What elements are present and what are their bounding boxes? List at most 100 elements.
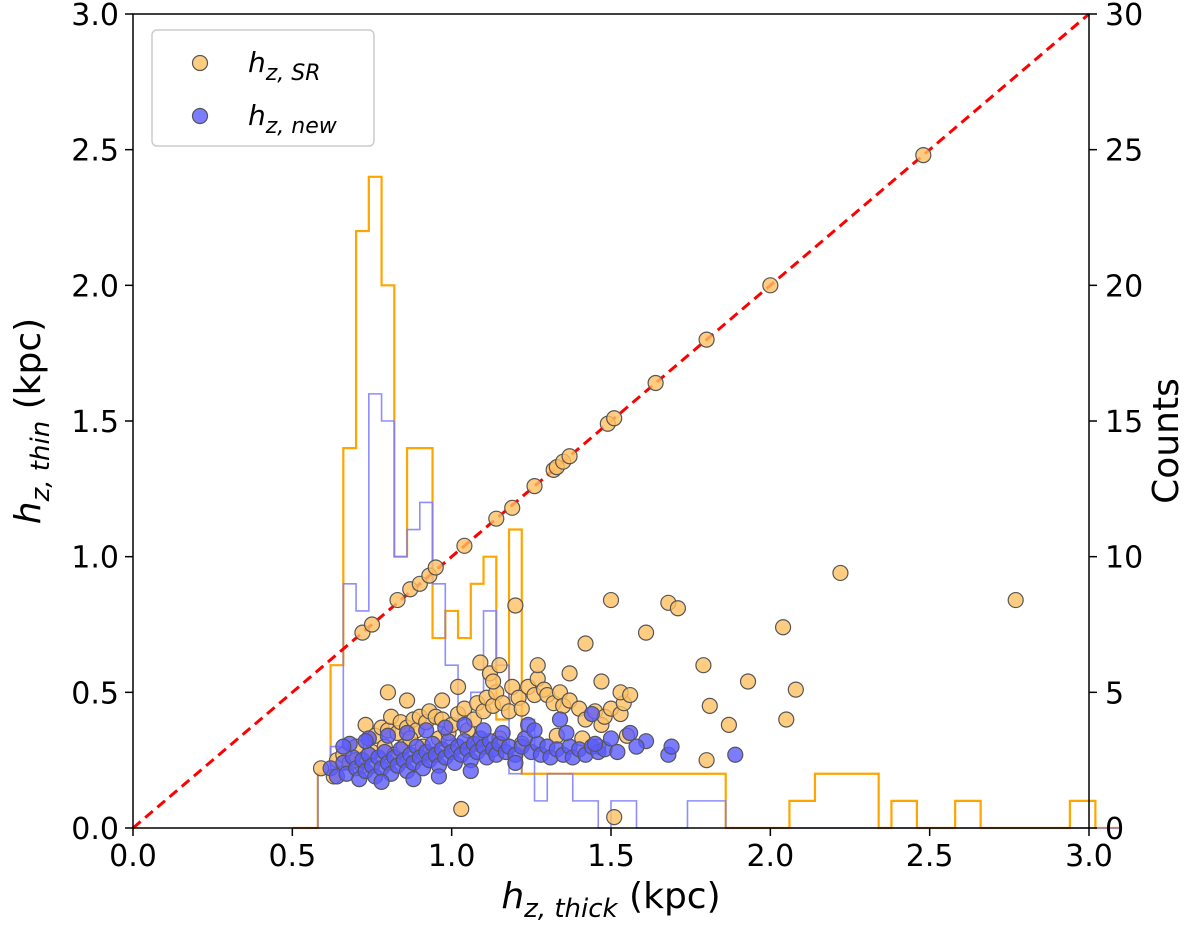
sr-point [1007, 591, 1024, 609]
y-tick-label: 3.0 [71, 0, 119, 33]
new-point [405, 771, 422, 788]
sr-point [389, 591, 406, 609]
y-tick-label: 2.0 [71, 269, 119, 304]
sr-point [504, 499, 521, 516]
new-point [373, 773, 390, 790]
y-axis-label-unit: (kpc) [8, 318, 49, 421]
sr-point [637, 624, 655, 641]
tick-layer: 0.0 0.5 1.0 1.5 2.0 2.5 3.0 0.0 0.5 1.0 1.5 2.0 2.5 3… [71, 0, 1143, 874]
new-point [335, 738, 352, 755]
sr-point [453, 800, 470, 818]
new-point [551, 711, 569, 728]
sr-point [774, 619, 792, 636]
sr-point [832, 564, 849, 582]
sr-point [449, 678, 467, 696]
legend-sr-base: h [248, 46, 266, 79]
y2-tick-label: 5 [1105, 676, 1124, 711]
new-point [583, 705, 600, 723]
sr-point [762, 277, 779, 294]
new-point [437, 719, 454, 736]
y-tick-label: 2.5 [71, 134, 119, 169]
x-tick-label: 0.0 [109, 839, 157, 874]
sr-point [720, 716, 738, 733]
sr-scatter-layer [312, 146, 1024, 826]
y-tick-label: 0.5 [71, 676, 119, 711]
x-tick-label: 1.5 [587, 839, 635, 874]
x-tick-label: 2.5 [906, 839, 954, 874]
x-axis-label-base: h [501, 876, 524, 917]
sr-point [698, 331, 715, 348]
x-axis-label-unit: (kpc) [618, 876, 721, 917]
x-axis-label: hz, thick (kpc) [501, 876, 720, 924]
sr-point [526, 478, 543, 495]
new-point [558, 724, 575, 742]
sr-point [434, 692, 451, 709]
sr-point [787, 681, 804, 698]
new-point [418, 722, 435, 739]
sr-point [669, 600, 687, 617]
sr-point [622, 686, 639, 704]
x-axis-label-sub: z, thick [523, 894, 618, 924]
new-point [663, 738, 680, 755]
sr-point [484, 673, 502, 690]
sr-point [602, 591, 620, 609]
new-point [526, 722, 543, 739]
sr-point [695, 657, 712, 674]
new-scatter-layer [322, 705, 744, 790]
legend-sr-marker [191, 54, 209, 72]
sr-point [398, 692, 416, 709]
sr-point [698, 752, 715, 769]
new-point [586, 735, 604, 752]
sr-point [529, 657, 546, 674]
legend-new-sub: z, new [265, 114, 338, 139]
sr-point [593, 673, 610, 690]
sr-point [379, 684, 397, 701]
legend-sr-sub: z, SR [265, 61, 321, 86]
new-point [727, 746, 744, 763]
new-point [430, 768, 448, 785]
sr-point [561, 448, 578, 465]
y2-tick-label: 15 [1105, 405, 1143, 440]
sr-point [577, 635, 594, 652]
y2-tick-label: 30 [1105, 0, 1143, 33]
x-tick-label: 0.5 [268, 839, 316, 874]
sr-point [488, 510, 505, 527]
new-point [494, 724, 511, 742]
sr-point [456, 537, 473, 554]
sr-point [606, 410, 623, 427]
new-point [475, 722, 492, 739]
sr-point [513, 700, 530, 717]
right-axis-label: Counts [1146, 378, 1187, 504]
sr-point [778, 711, 795, 728]
sr-point [915, 146, 932, 164]
y-tick-label: 1.5 [71, 405, 119, 440]
legend-sr-label: hz, SR [248, 46, 321, 86]
legend: hz, SR hz, new [151, 29, 375, 147]
sr-point [491, 657, 508, 674]
sr-point [606, 809, 623, 826]
legend-new-marker [191, 107, 209, 125]
sr-point [507, 597, 524, 614]
sr-point [561, 665, 578, 682]
new-point [398, 724, 416, 742]
y2-tick-label: 10 [1105, 541, 1143, 576]
new-point [602, 730, 620, 747]
new-point [456, 716, 473, 733]
new-point [462, 762, 479, 780]
sr-point [363, 616, 381, 633]
y-tick-label: 1.0 [71, 541, 119, 576]
y-tick-label: 0.0 [71, 812, 119, 847]
new-point [507, 754, 524, 771]
new-point [357, 733, 374, 750]
legend-new-label: hz, new [248, 99, 338, 139]
x-tick-label: 3.0 [1065, 839, 1113, 874]
x-tick-label: 2.0 [746, 839, 794, 874]
x-tick-label: 1.0 [428, 839, 476, 874]
sr-point [739, 673, 757, 690]
new-point [609, 743, 626, 761]
legend-new-base: h [248, 99, 266, 132]
sr-point [427, 559, 444, 576]
y2-tick-label: 25 [1105, 134, 1143, 169]
y2-tick-label: 20 [1105, 269, 1143, 304]
